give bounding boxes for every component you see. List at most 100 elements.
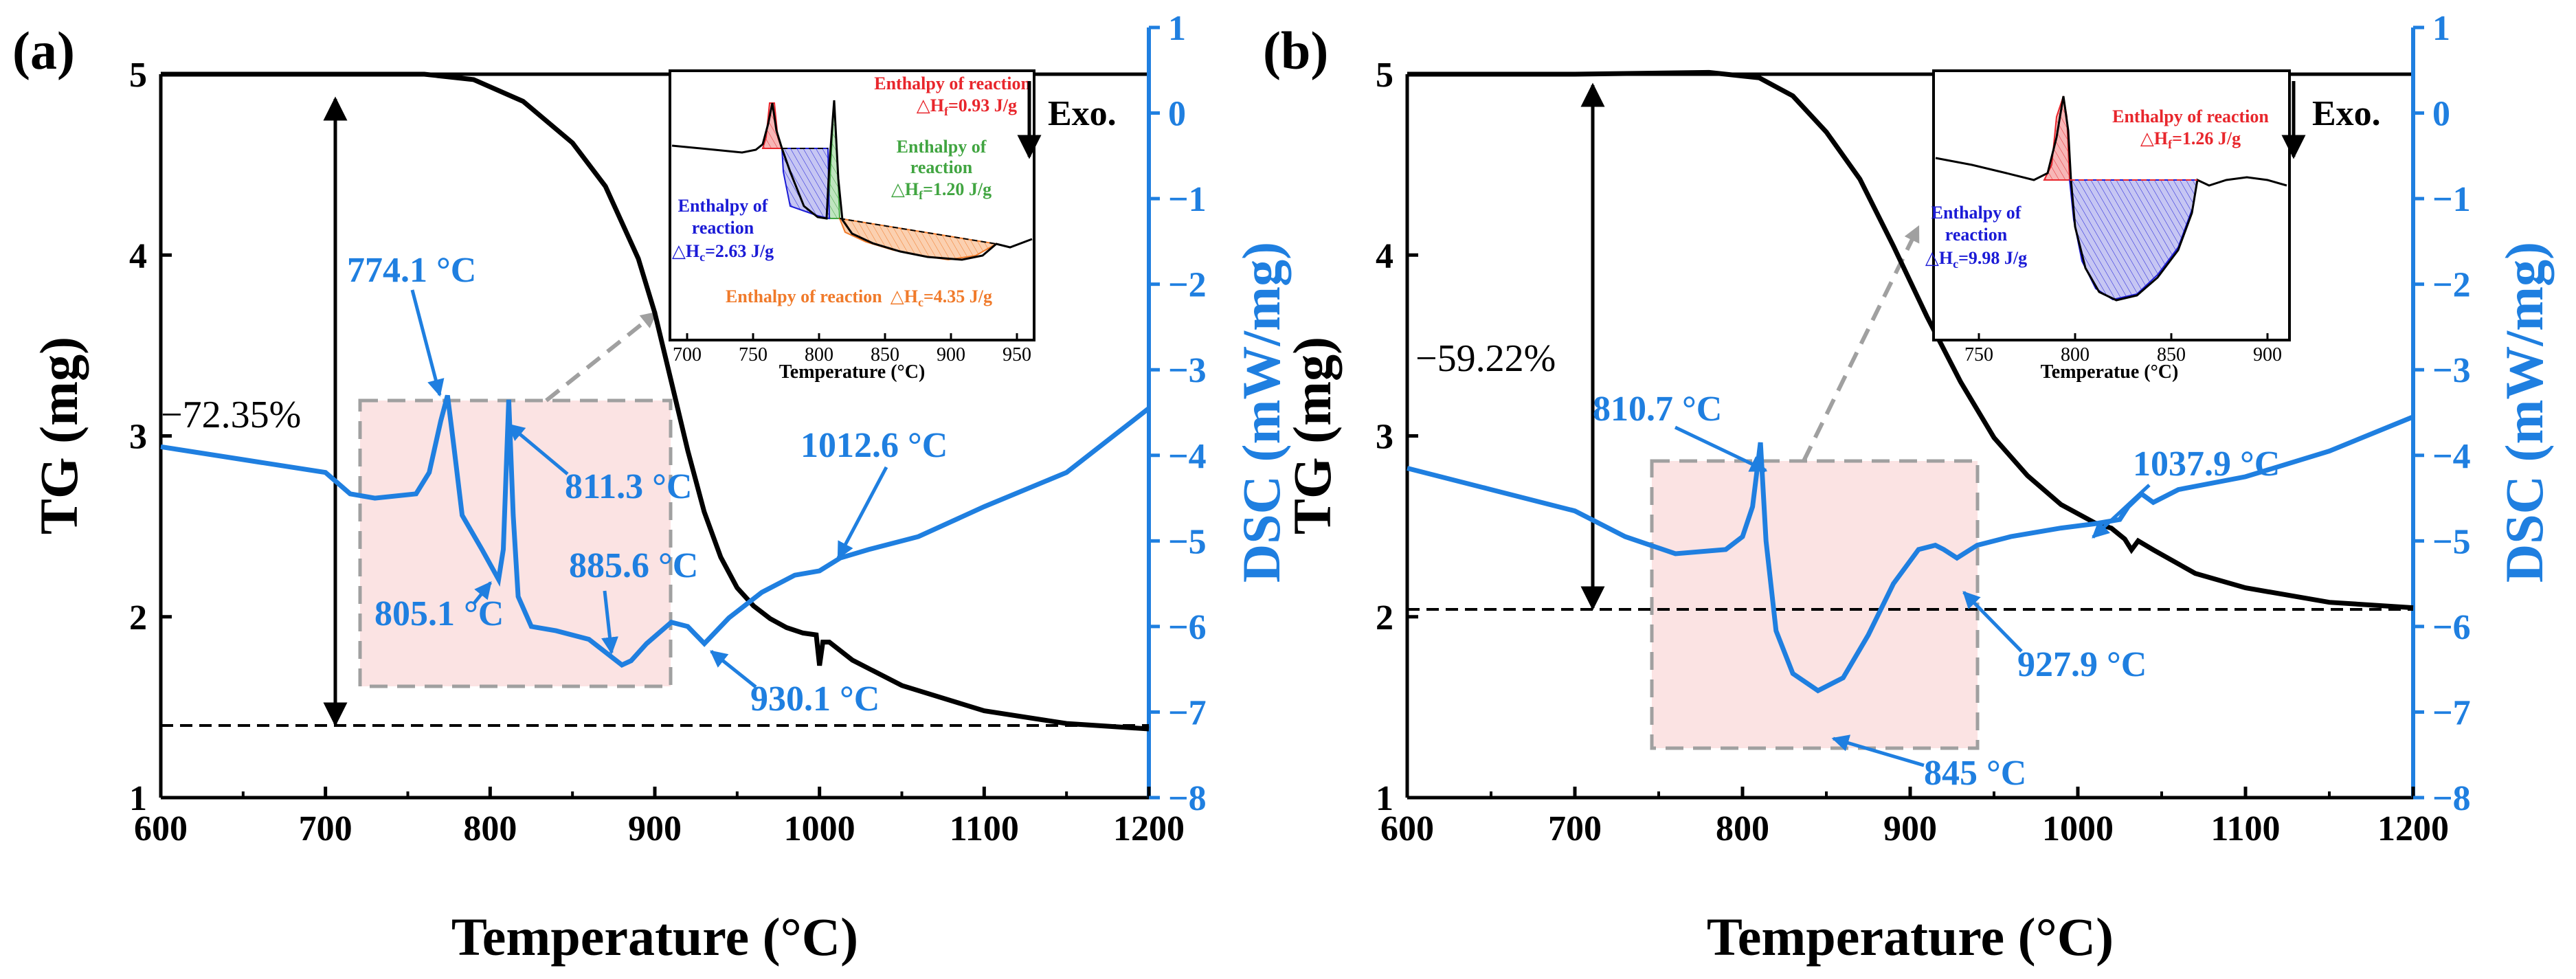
dsc-tick-label: 0 bbox=[2432, 95, 2450, 134]
dsc-tick-label: 1 bbox=[1168, 9, 1186, 48]
x-tick-label: 1000 bbox=[2042, 809, 2114, 848]
inset-x-tick-label: 800 bbox=[2061, 344, 2090, 365]
dsc-tick-label: −3 bbox=[1168, 351, 1207, 390]
x-tick-label: 600 bbox=[134, 809, 188, 848]
panel-a: (a) 600 700 800 900 1000 1100 1200 1 2 3 4 5 1 0 −1 −… bbox=[12, 9, 1291, 967]
dsc-ticks: 1 0 −1 −2 −3 −4 −5 −6 −7 −8 bbox=[1149, 9, 1207, 818]
dsc-tick-label: −5 bbox=[2432, 522, 2471, 561]
inset-f2-value: △Hf=1.20 J/g bbox=[891, 179, 992, 202]
inset-x-tick-label: 750 bbox=[739, 344, 768, 365]
arrow-810 bbox=[1674, 425, 1768, 473]
dsc-tick-label: 0 bbox=[1168, 95, 1186, 134]
inset-f1-value: △Hf=1.26 J/g bbox=[2140, 128, 2241, 151]
arrow-927 bbox=[1962, 591, 2023, 653]
dsc-tick-label: −7 bbox=[1168, 693, 1207, 732]
panel-label: (a) bbox=[12, 21, 75, 80]
peak-label-845: 845 °C bbox=[1924, 754, 2026, 793]
dsc-tick-label: −3 bbox=[2432, 351, 2471, 390]
inset-f1-value: △Hf=0.93 J/g bbox=[917, 95, 1017, 118]
peak-label-1012: 1012.6 °C bbox=[800, 426, 948, 465]
tg-tick-label: 3 bbox=[1376, 418, 1393, 457]
peak-label-810: 810.7 °C bbox=[1593, 390, 1722, 429]
tg-axis-title: TG (mg) bbox=[29, 337, 89, 534]
exo-label: Exo. bbox=[2312, 94, 2381, 133]
inset-frame bbox=[669, 69, 1035, 341]
x-tick-label: 1200 bbox=[1113, 809, 1185, 848]
inset-x-tick-label: 950 bbox=[1003, 344, 1031, 365]
inset-x-tick-label: 900 bbox=[937, 344, 965, 365]
peak-label-805: 805.1 °C bbox=[374, 594, 504, 633]
x-tick-label: 900 bbox=[1883, 809, 1937, 848]
inset-x-ticks: 700 750 800 850 900 950 bbox=[673, 333, 1031, 365]
dsc-tick-label: −1 bbox=[1168, 180, 1207, 219]
panel-label: (b) bbox=[1263, 21, 1328, 80]
x-tick-label: 1100 bbox=[950, 809, 1019, 848]
dsc-tick-label: −5 bbox=[1168, 522, 1207, 561]
inset-curve bbox=[671, 100, 1033, 261]
zoom-arrow bbox=[545, 311, 658, 403]
dsc-tick-label: −2 bbox=[1168, 266, 1207, 305]
dsc-tick-label: −2 bbox=[2432, 266, 2471, 305]
x-tick-label: 800 bbox=[463, 809, 517, 848]
tg-ticks: 1 2 3 4 5 bbox=[129, 56, 172, 818]
inset-c1-value: △Hc=2.63 J/g bbox=[672, 241, 774, 264]
arrow-1037 bbox=[2092, 484, 2151, 539]
arrow-1012 bbox=[836, 466, 888, 560]
inset-f2-title2: reaction bbox=[910, 157, 973, 177]
inset-x-tick-label: 850 bbox=[2157, 344, 2186, 365]
dsc-tick-label: −8 bbox=[1168, 779, 1207, 818]
inset-chart: 700 750 800 850 900 950 Temperature (°C) Enth… bbox=[669, 69, 1035, 383]
tg-tick-label: 1 bbox=[129, 779, 147, 818]
dsc-tick-label: −6 bbox=[1168, 608, 1207, 647]
tg-tick-label: 3 bbox=[129, 418, 147, 457]
x-ticks: 600 700 800 900 1000 1100 1200 bbox=[134, 787, 1185, 848]
tg-axis-title: TG (mg) bbox=[1282, 337, 1342, 534]
inset-x-ticks: 750 800 850 900 bbox=[1964, 333, 2282, 365]
inset-c2-label: Enthalpy of reaction △Hc=4.35 J/g bbox=[726, 286, 992, 309]
mass-loss-label: −59.22% bbox=[1415, 337, 1556, 380]
tg-tick-label: 1 bbox=[1376, 779, 1393, 818]
inset-c1-title2: reaction bbox=[692, 218, 754, 238]
tg-tick-label: 4 bbox=[129, 236, 147, 275]
panel-b: (b) 600 700 800 900 1000 1100 1200 1 2 3 4 5 1 0 −1 −… bbox=[1263, 9, 2554, 967]
peak-label-811: 811.3 °C bbox=[565, 467, 692, 506]
zoom-arrow bbox=[1802, 225, 1920, 462]
inset-curve bbox=[1935, 95, 2287, 302]
x-tick-label: 800 bbox=[1716, 809, 1769, 848]
dsc-tick-label: −6 bbox=[2432, 608, 2471, 647]
dsc-axis-title: DSC (mW/mg) bbox=[2494, 242, 2554, 583]
inset-f1-title: Enthalpy of reaction bbox=[874, 74, 1031, 93]
tg-tick-label: 4 bbox=[1376, 236, 1393, 275]
inset-c1-value: △Hc=9.98 J/g bbox=[1925, 248, 2027, 271]
x-axis-title: Temperature (°C) bbox=[451, 907, 858, 967]
exo-label: Exo. bbox=[1048, 94, 1117, 133]
mass-loss-label: −72.35% bbox=[161, 394, 301, 436]
x-tick-label: 600 bbox=[1380, 809, 1434, 848]
arrow-805 bbox=[473, 581, 492, 605]
inset-f1-title: Enthalpy of reaction bbox=[2112, 106, 2269, 126]
dsc-tick-label: −4 bbox=[1168, 437, 1207, 476]
x-tick-label: 900 bbox=[628, 809, 682, 848]
x-tick-label: 700 bbox=[1548, 809, 1602, 848]
tg-ticks: 1 2 3 4 5 bbox=[1376, 56, 1418, 818]
inset-x-tick-label: 900 bbox=[2253, 344, 2282, 365]
peak-label-927: 927.9 °C bbox=[2017, 645, 2147, 684]
tg-tick-label: 5 bbox=[129, 56, 147, 95]
arrow-774 bbox=[410, 289, 445, 397]
tg-tick-label: 2 bbox=[1376, 598, 1393, 638]
dsc-tick-label: −7 bbox=[2432, 693, 2471, 732]
x-tick-label: 700 bbox=[299, 809, 352, 848]
peak-label-930: 930.1 °C bbox=[750, 679, 880, 719]
highlight-region bbox=[1650, 459, 1980, 750]
x-axis-title: Temperature (°C) bbox=[1707, 907, 2114, 967]
x-tick-label: 1000 bbox=[784, 809, 855, 848]
dsc-axis-title: DSC (mW/mg) bbox=[1231, 242, 1291, 583]
inset-c1-title2: reaction bbox=[1945, 225, 2008, 245]
dsc-ticks: 1 0 −1 −2 −3 −4 −5 −6 −7 −8 bbox=[2413, 9, 2471, 818]
tg-tick-label: 5 bbox=[1376, 56, 1393, 95]
peak-label-885: 885.6 °C bbox=[569, 546, 698, 585]
dsc-tick-label: −1 bbox=[2432, 180, 2471, 219]
tg-curve bbox=[161, 71, 1150, 732]
dsc-tick-label: −8 bbox=[2432, 779, 2471, 818]
